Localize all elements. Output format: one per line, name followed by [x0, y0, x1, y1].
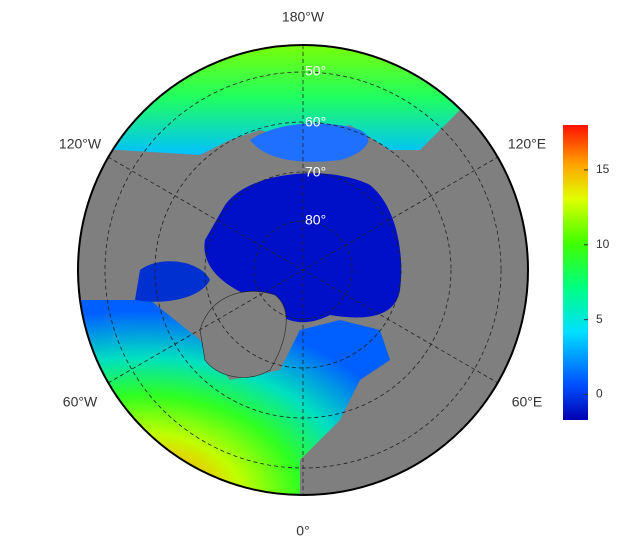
latitude-label: 70° — [305, 164, 326, 180]
hudson-bay — [135, 261, 210, 302]
colorbar — [563, 125, 588, 420]
longitude-label: 120°W — [59, 136, 102, 152]
latitude-label: 60° — [305, 114, 326, 130]
latitude-label: 80° — [305, 212, 326, 228]
map-body — [78, 45, 528, 495]
greenland — [199, 291, 287, 378]
map-border — [77, 44, 529, 496]
latitude-label: 50° — [305, 63, 326, 79]
colorbar-tick-label: 5 — [596, 312, 603, 326]
colorbar-tick-label: 10 — [596, 237, 610, 251]
longitude-label: 60°W — [63, 394, 98, 410]
longitude-label: 0° — [296, 523, 309, 539]
longitude-label: 180°W — [282, 9, 325, 25]
graticule — [104, 45, 502, 495]
longitude-label: 60°E — [512, 394, 543, 410]
colorbar-tick-label: 15 — [596, 162, 610, 176]
longitude-label: 120°E — [508, 136, 546, 152]
bering-sea — [250, 123, 369, 162]
arctic-ocean — [204, 173, 402, 323]
colorbar-tick-label: 0 — [596, 387, 603, 401]
